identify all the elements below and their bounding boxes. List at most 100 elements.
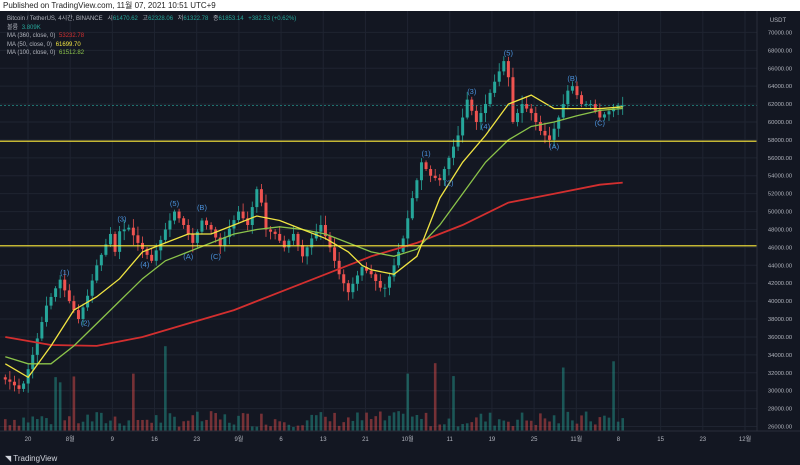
- legend-ma100-row[interactable]: MA (100, close, 0) 61512.82: [7, 49, 296, 58]
- candle-1: [8, 379, 12, 382]
- candle-80: [369, 270, 373, 275]
- volume-bar-53: [246, 413, 249, 431]
- volume-bar-126: [580, 415, 583, 431]
- time-tick-10: 11: [447, 437, 454, 443]
- volume-value: 3.809K: [21, 24, 41, 31]
- price-tick-4: 34000.00: [768, 353, 792, 359]
- volume-bar-91: [420, 418, 423, 431]
- volume-bar-70: [324, 416, 327, 431]
- tradingview-logo[interactable]: ◥ TradingView: [5, 452, 57, 465]
- volume-bar-20: [95, 412, 99, 431]
- moving-averages: [4, 94, 623, 379]
- price-tick-2: 30000.00: [768, 389, 792, 395]
- time-tick-8: 21: [362, 437, 369, 443]
- volume-bar-9: [45, 418, 48, 431]
- price-chart[interactable]: 57858.5046178.7861853.1402:08:53 (1)(2)(…: [0, 11, 800, 452]
- ma50-value: 61699.70: [55, 41, 81, 48]
- volume-bar-84: [388, 415, 391, 431]
- volume-bar-104: [479, 413, 483, 431]
- volume-bar-37: [173, 416, 176, 431]
- price-tick-21: 68000.00: [768, 48, 792, 54]
- candle-88: [406, 218, 410, 239]
- volume-bar-78: [360, 420, 364, 431]
- candle-70: [323, 225, 327, 237]
- volume-bar-71: [328, 421, 332, 431]
- price-tick-11: 48000.00: [768, 227, 792, 233]
- time-axis[interactable]: 20 8월 9 16 23 9월 6 13 21 10월 11 19 25 11월 8 15 23 12월: [0, 430, 800, 452]
- candle-46: [214, 229, 218, 238]
- candle-61: [282, 240, 286, 248]
- price-tick-12: 50000.00: [768, 210, 792, 216]
- price-tick-18: 62000.00: [768, 102, 792, 108]
- ma360-line: [5, 181, 623, 347]
- ma100-line: [5, 107, 623, 365]
- volume-bar-24: [113, 416, 117, 431]
- volume-bar-80: [369, 419, 373, 431]
- candle-9: [44, 305, 48, 323]
- candle-95: [438, 177, 442, 181]
- candle-6: [31, 354, 35, 370]
- price-tick-7: 40000.00: [768, 299, 792, 305]
- volume-bar-99: [456, 426, 460, 431]
- candle-32: [150, 254, 154, 261]
- candle-12: [58, 279, 62, 289]
- wave-label-13: (A): [549, 142, 560, 151]
- volume-bar-41: [191, 415, 195, 431]
- ma100-label: MA (100, close, 0): [7, 50, 56, 56]
- wave-label-1: (2): [81, 318, 91, 327]
- volume-bar-92: [424, 412, 428, 431]
- published-header: Published on TradingView.com, 11월 07, 20…: [3, 1, 216, 10]
- candle-60: [278, 233, 282, 241]
- price-tick-3: 32000.00: [768, 371, 792, 377]
- time-axis-bg: [0, 431, 800, 452]
- candle-21: [99, 254, 103, 266]
- price-tick-20: 66000.00: [768, 66, 792, 72]
- candle-45: [209, 225, 213, 230]
- ohlc-low: 저61322.78: [177, 16, 209, 22]
- candle-63: [291, 233, 295, 241]
- symbol-title: Bitcoin / TetherUS, 4시간, BINANCE: [7, 16, 103, 22]
- candle-19: [90, 280, 94, 296]
- volume-bar-32: [150, 422, 153, 431]
- candle-10: [49, 296, 53, 306]
- volume-bar-30: [141, 419, 144, 431]
- candle-103: [474, 110, 478, 122]
- volume-bar-38: [177, 426, 181, 431]
- candle-116: [534, 113, 538, 122]
- candle-128: [589, 104, 593, 106]
- candle-113: [520, 104, 524, 114]
- candle-112: [516, 113, 520, 122]
- volume-bar-93: [429, 426, 432, 431]
- candle-86: [397, 251, 401, 266]
- candle-17: [81, 307, 85, 320]
- price-axis[interactable]: USDT 26000.00 28000.00 30000.00 32000.00 3400…: [756, 11, 800, 452]
- volume-bar-12: [58, 382, 62, 431]
- candle-96: [442, 169, 446, 181]
- volume-bar-46: [214, 413, 217, 431]
- volume-bar-85: [392, 412, 396, 431]
- volume-bar-108: [497, 419, 501, 431]
- candle-100: [461, 117, 465, 136]
- candle-33: [154, 250, 158, 261]
- volume-bar-19: [90, 421, 94, 431]
- candle-26: [122, 229, 126, 232]
- time-tick-14: 8: [617, 437, 621, 443]
- candle-14: [67, 290, 71, 302]
- volume-bar-14: [68, 416, 71, 431]
- volume-bar-73: [337, 425, 341, 431]
- legend-ma50-row[interactable]: MA (50, close, 0) 61699.70: [7, 41, 296, 50]
- price-tick-17: 60000.00: [768, 120, 792, 126]
- candle-59: [273, 231, 277, 234]
- price-axis-bg: [757, 11, 800, 452]
- ma50-line: [4, 94, 623, 379]
- legend-ma360-row[interactable]: MA (360, close, 0) 53232.78: [7, 32, 296, 41]
- volume-bar-66: [305, 420, 309, 431]
- ohlc-open: 시61470.62: [107, 16, 138, 22]
- candle-121: [557, 117, 561, 129]
- candle-41: [191, 233, 195, 243]
- candle-25: [118, 231, 122, 252]
- volume-bar-122: [561, 367, 565, 431]
- volume-bar-34: [159, 422, 163, 431]
- candle-131: [602, 114, 606, 118]
